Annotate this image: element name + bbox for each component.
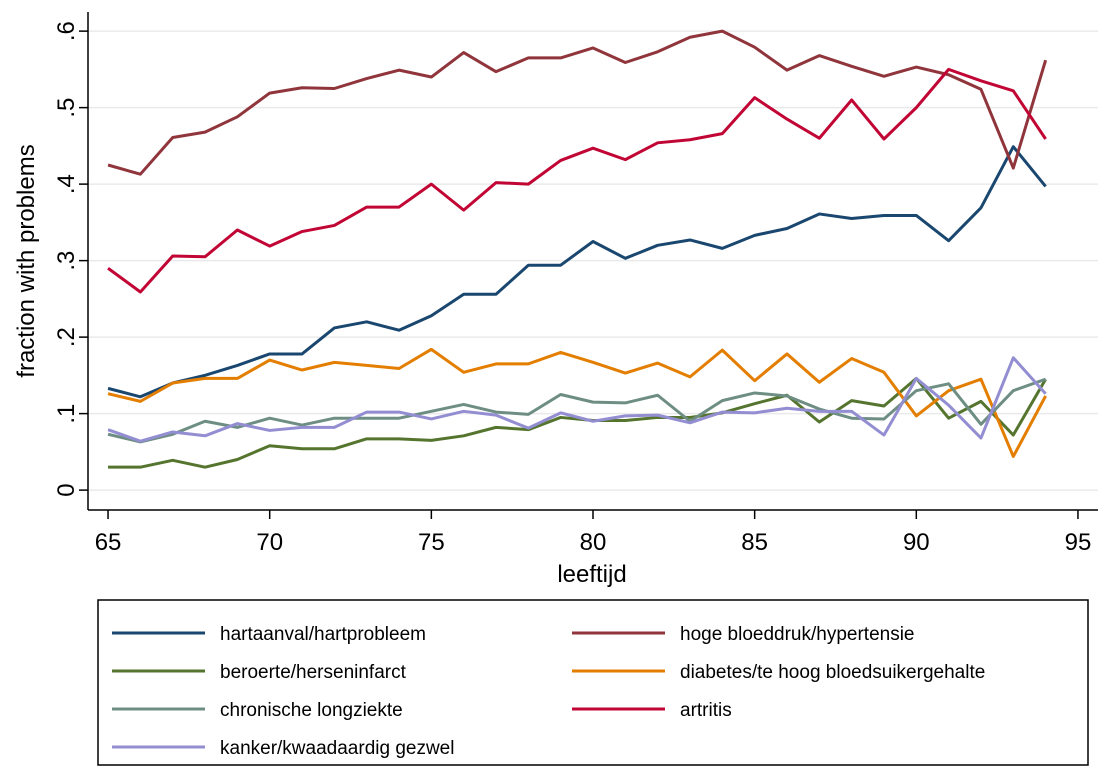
legend-label: diabetes/te hoog bloedsuikergehalte bbox=[680, 662, 985, 683]
legend-label: chronische longziekte bbox=[220, 700, 403, 721]
x-tick-label: 75 bbox=[418, 529, 445, 556]
y-axis-title: fraction with problems bbox=[13, 144, 40, 377]
x-tick-label: 70 bbox=[256, 529, 283, 556]
legend-box bbox=[97, 599, 1089, 766]
x-tick-label: 65 bbox=[95, 529, 122, 556]
y-tick-label: .6 bbox=[53, 21, 80, 41]
series-line bbox=[108, 376, 1047, 469]
series-line bbox=[107, 377, 1047, 444]
y-tick-label: .2 bbox=[53, 327, 80, 347]
series-line bbox=[107, 145, 1047, 399]
legend-label: hoge bloeddruk/hypertensie bbox=[680, 624, 915, 645]
legend-label: hartaanval/hartprobleem bbox=[220, 624, 426, 645]
x-tick-label: 90 bbox=[903, 529, 930, 556]
legend-label: kanker/kwaadaardig gezwel bbox=[220, 738, 454, 759]
x-axis-title: leeftijd bbox=[557, 561, 626, 588]
y-tick-label: .3 bbox=[53, 251, 80, 271]
y-tick-label: .5 bbox=[53, 98, 80, 118]
series-line bbox=[107, 29, 1048, 176]
y-tick-label: .1 bbox=[53, 404, 80, 424]
x-tick-label: 95 bbox=[1065, 529, 1092, 556]
y-tick-label: 0 bbox=[53, 483, 80, 496]
series-line bbox=[107, 67, 1047, 294]
series-line bbox=[107, 356, 1047, 443]
legend-label: artritis bbox=[680, 700, 732, 721]
legend-label: beroerte/herseninfarct bbox=[220, 662, 407, 683]
x-tick-label: 80 bbox=[580, 529, 607, 556]
y-tick-label: .4 bbox=[53, 174, 80, 194]
x-tick-label: 85 bbox=[741, 529, 768, 556]
series-line bbox=[107, 347, 1047, 458]
